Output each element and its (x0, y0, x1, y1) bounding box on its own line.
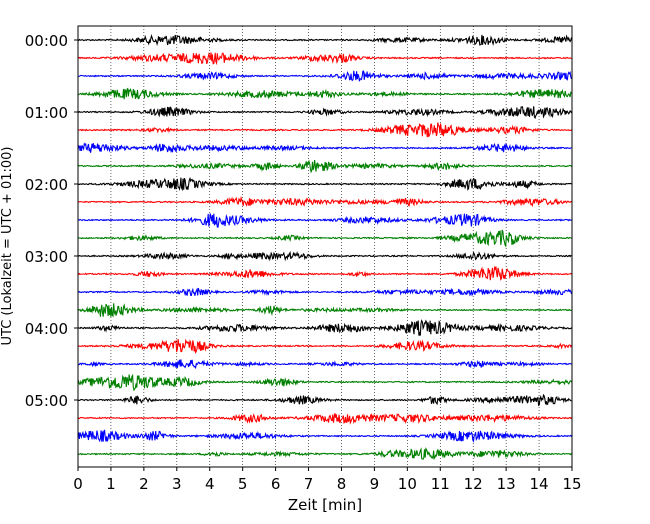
trace-line-15 (77, 303, 572, 318)
trace-line-12 (77, 250, 572, 262)
x-tick-label-1: 1 (106, 475, 116, 493)
trace-line-4 (77, 106, 573, 120)
y-tick-label-3: 03:00 (25, 248, 68, 266)
x-tick-label-5: 5 (238, 475, 248, 493)
trace-line-16 (77, 319, 572, 336)
x-tick-label-13: 13 (497, 475, 516, 493)
trace-line-19 (77, 373, 572, 392)
x-axis-label: Zeit [min] (288, 496, 362, 514)
x-tick-label-4: 4 (205, 475, 215, 493)
trace-line-2 (77, 70, 573, 82)
x-tick-label-9: 9 (370, 475, 380, 493)
y-tick-label-0: 00:00 (25, 32, 68, 50)
x-tick-label-12: 12 (464, 475, 483, 493)
y-axis-label: UTC (Lokalzeit = UTC + 01:00) (0, 147, 15, 346)
trace-line-7 (77, 159, 572, 174)
x-tick-label-0: 0 (73, 475, 83, 493)
x-tick-label-2: 2 (139, 475, 149, 493)
trace-line-8 (77, 176, 572, 192)
trace-line-9 (77, 195, 572, 208)
y-tick-label-5: 05:00 (25, 392, 68, 410)
x-axis-ticks: 0 1 2 3 4 5 6 7 8 9 10 11 12 13 14 15 (73, 467, 582, 493)
trace-line-17 (77, 338, 572, 355)
trace-line-21 (77, 413, 572, 425)
x-tick-label-14: 14 (530, 475, 549, 493)
trace-line-20 (77, 393, 572, 407)
x-tick-label-8: 8 (337, 475, 347, 493)
trace-group (77, 34, 573, 460)
x-tick-label-10: 10 (398, 475, 417, 493)
trace-line-10 (77, 213, 572, 228)
y-tick-label-4: 04:00 (25, 320, 68, 338)
trace-line-14 (77, 287, 573, 297)
trace-line-23 (77, 447, 572, 460)
x-tick-label-11: 11 (431, 475, 450, 493)
x-tick-label-6: 6 (271, 475, 281, 493)
trace-line-5 (77, 122, 572, 138)
y-tick-label-2: 02:00 (25, 176, 68, 194)
trace-line-22 (77, 429, 572, 443)
trace-line-6 (77, 142, 572, 154)
trace-line-0 (77, 34, 573, 46)
x-tick-label-7: 7 (304, 475, 314, 493)
x-tick-label-3: 3 (172, 475, 182, 493)
trace-line-3 (77, 87, 572, 100)
trace-line-18 (77, 359, 572, 370)
trace-line-1 (77, 51, 572, 66)
trace-line-13 (77, 265, 572, 281)
trace-line-11 (77, 229, 572, 248)
plot-frame (77, 25, 573, 468)
y-axis-ticks: 00:00 01:00 02:00 03:00 04:00 05:00 (25, 32, 78, 410)
x-tick-label-15: 15 (562, 475, 581, 493)
y-tick-label-1: 01:00 (25, 104, 68, 122)
